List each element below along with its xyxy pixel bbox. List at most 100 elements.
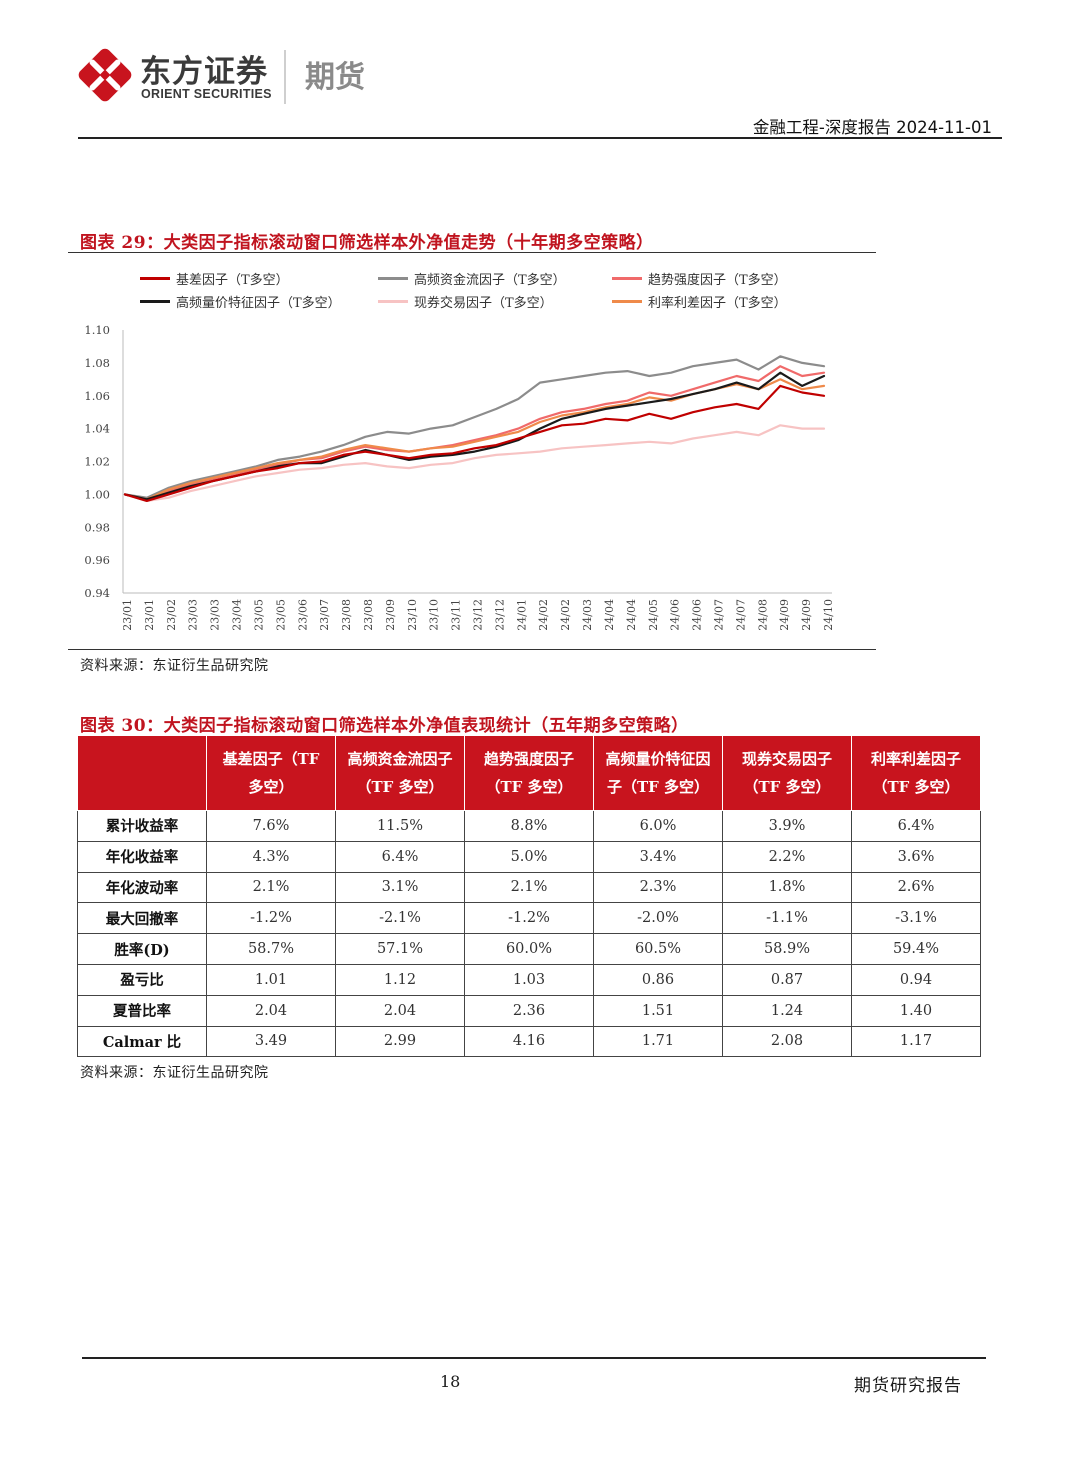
y-tick-label: 1.08 [84, 356, 110, 370]
x-tick-label: 23/10 [428, 599, 441, 631]
x-tick-label: 23/09 [384, 599, 397, 631]
table-cell: 6.4% [335, 840, 465, 873]
table-cell: 59.4% [851, 933, 981, 965]
product-label: 期货 [305, 60, 365, 95]
footer-label: 期货研究报告 [854, 1376, 962, 1396]
x-tick-label: 23/02 [165, 599, 178, 631]
row-label: 年化收益率 [77, 840, 207, 873]
table-cell: -1.2% [464, 902, 594, 935]
table-cell: 5.0% [464, 840, 594, 873]
brand-name-en: ORIENT SECURITIES [141, 87, 272, 101]
table-header-row: 基差因子（TF 多空） 高频资金流因子（TF 多空） 趋势强度因子（TF 多空）… [77, 735, 981, 811]
legend-swatch [612, 277, 642, 280]
table-cell: 1.12 [335, 963, 465, 996]
x-tick-label: 24/03 [581, 599, 594, 631]
table-cell: -1.2% [206, 902, 336, 935]
figure-29-bottom-rule [68, 649, 876, 650]
table-cell: 1.17 [851, 1025, 981, 1058]
logo-divider [284, 50, 286, 104]
legend-item-rate-spread: 利率利差因子（T多空） [612, 292, 787, 311]
x-tick-label: 23/11 [450, 599, 463, 631]
x-tick-label: 23/07 [318, 599, 331, 631]
header-rule [78, 137, 1002, 139]
x-tick-label: 24/10 [822, 599, 835, 631]
x-tick-label: 24/06 [669, 599, 682, 631]
table-corner-cell [77, 735, 207, 811]
legend-swatch [612, 300, 642, 303]
table-cell: 60.5% [593, 933, 723, 965]
net-value-line-chart: 0.94 0.96 0.98 1.00 1.02 1.04 1.06 1.08 1.10 23/0… [84, 323, 835, 631]
legend-label: 趋势强度因子（T多空） [648, 273, 787, 288]
orient-securities-logo-icon [78, 48, 132, 102]
y-tick-label: 0.96 [84, 553, 110, 567]
table-cell: -2.0% [593, 902, 723, 935]
table-row: 最大回撤率 -1.2% -2.1% -1.2% -2.0% -1.1% -3.1% [77, 902, 981, 935]
figure-30-source: 资料来源：东证衍生品研究院 [80, 1065, 269, 1081]
legend-swatch [378, 277, 408, 280]
legend-label: 基差因子（T多空） [176, 273, 289, 288]
column-header: 高频资金流因子（TF 多空） [335, 735, 465, 811]
table-cell: 2.04 [206, 994, 336, 1027]
table-cell: 2.36 [464, 994, 594, 1027]
legend-item-hf-price-volume: 高频量价特征因子（T多空） [140, 292, 341, 311]
table-cell: 1.24 [722, 994, 852, 1027]
row-label: 夏普比率 [77, 994, 207, 1027]
x-tick-label: 23/12 [493, 599, 506, 631]
table-cell: 57.1% [335, 933, 465, 965]
x-tick-label: 23/01 [143, 599, 156, 631]
x-tick-label: 23/10 [406, 599, 419, 631]
column-header: 现券交易因子（TF 多空） [722, 735, 852, 811]
row-label: 年化波动率 [77, 871, 207, 904]
brand-name-cn: 东方证券 [140, 54, 268, 90]
x-tick-label: 23/06 [296, 599, 309, 631]
table-cell: 0.94 [851, 963, 981, 996]
table-cell: 4.16 [464, 1025, 594, 1058]
y-tick-label: 1.00 [84, 487, 110, 501]
table-cell: 1.51 [593, 994, 723, 1027]
footer-rule [82, 1357, 986, 1359]
x-tick-label: 23/05 [274, 599, 287, 631]
chart-legend: 基差因子（T多空） 高频资金流因子（T多空） 趋势强度因子（T多空） 高频量价特… [140, 266, 830, 311]
x-tick-label: 24/04 [625, 599, 638, 631]
row-label: 累计收益率 [77, 810, 207, 842]
figure-29-title: 图表 29：大类因子指标滚动窗口筛选样本外净值走势（十年期多空策略） [80, 233, 654, 253]
x-tick-label: 23/12 [472, 599, 485, 631]
figure-30-title: 图表 30：大类因子指标滚动窗口筛选样本外净值表现统计（五年期多空策略） [80, 716, 689, 736]
x-tick-label: 24/05 [647, 599, 660, 631]
row-label: 胜率(D) [77, 933, 207, 965]
series-line [123, 371, 826, 501]
table-row: 盈亏比 1.01 1.12 1.03 0.86 0.87 0.94 [77, 963, 981, 996]
table-cell: 0.86 [593, 963, 723, 996]
table-row: 年化波动率 2.1% 3.1% 2.1% 2.3% 1.8% 2.6% [77, 871, 981, 904]
column-header: 高频量价特征因子（TF 多空） [593, 735, 723, 811]
x-tick-label: 23/04 [231, 599, 244, 631]
row-label: 最大回撤率 [77, 902, 207, 935]
legend-swatch [140, 277, 170, 280]
legend-label: 利率利差因子（T多空） [648, 296, 787, 311]
x-tick-label: 24/01 [515, 599, 528, 631]
legend-item-trend: 趋势强度因子（T多空） [612, 269, 787, 288]
table-cell: 1.8% [722, 871, 852, 904]
x-tick-label: 24/06 [691, 599, 704, 631]
column-header: 利率利差因子（TF 多空） [851, 735, 981, 811]
x-tick-label: 23/03 [209, 599, 222, 631]
x-tick-label: 24/02 [559, 599, 572, 631]
table-cell: 3.49 [206, 1025, 336, 1058]
legend-item-basis: 基差因子（T多空） [140, 269, 289, 288]
table-cell: -1.1% [722, 902, 852, 935]
table-row: 年化收益率 4.3% 6.4% 5.0% 3.4% 2.2% 3.6% [77, 840, 981, 873]
table-cell: 2.2% [722, 840, 852, 873]
table-cell: 58.9% [722, 933, 852, 965]
x-tick-label: 24/07 [712, 599, 725, 631]
page-number: 18 [440, 1372, 461, 1391]
x-tick-label: 24/02 [537, 599, 550, 631]
legend-swatch [140, 300, 170, 303]
table-cell: 8.8% [464, 810, 594, 842]
table-cell: 1.03 [464, 963, 594, 996]
x-tick-label: 24/04 [603, 599, 616, 631]
x-tick-label: 24/09 [800, 599, 813, 631]
column-header: 基差因子（TF 多空） [206, 735, 336, 811]
table-cell: 2.1% [464, 871, 594, 904]
series-line [123, 384, 826, 502]
y-tick-label: 0.98 [84, 520, 110, 534]
